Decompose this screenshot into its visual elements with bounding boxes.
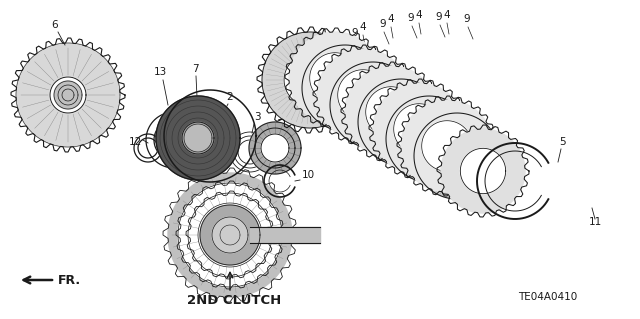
Text: 8: 8 (292, 45, 298, 55)
Text: 2: 2 (227, 92, 234, 102)
Polygon shape (386, 96, 472, 182)
Text: 2ND CLUTCH: 2ND CLUTCH (187, 293, 281, 307)
Polygon shape (441, 129, 525, 213)
Polygon shape (261, 134, 289, 162)
Polygon shape (289, 32, 381, 124)
Polygon shape (460, 148, 506, 194)
Text: 9: 9 (408, 13, 414, 23)
Polygon shape (345, 66, 437, 158)
Text: 11: 11 (588, 217, 602, 227)
Polygon shape (198, 203, 262, 267)
Text: FR.: FR. (58, 273, 81, 286)
Polygon shape (262, 32, 358, 128)
Polygon shape (50, 77, 86, 113)
Polygon shape (414, 113, 500, 199)
Text: 4: 4 (416, 10, 422, 20)
Polygon shape (250, 227, 320, 243)
Text: 4: 4 (444, 10, 451, 20)
Polygon shape (310, 53, 360, 103)
Polygon shape (373, 83, 465, 175)
Polygon shape (401, 100, 493, 192)
Polygon shape (178, 183, 282, 287)
Text: 9: 9 (464, 14, 470, 24)
Polygon shape (358, 79, 444, 165)
Polygon shape (54, 81, 82, 109)
Polygon shape (317, 49, 409, 141)
Polygon shape (422, 121, 472, 171)
Text: 3: 3 (253, 112, 260, 122)
Polygon shape (323, 66, 367, 110)
Text: 9: 9 (380, 19, 387, 29)
Polygon shape (188, 193, 272, 277)
Polygon shape (16, 43, 120, 147)
Polygon shape (168, 173, 292, 297)
Polygon shape (156, 96, 240, 180)
Polygon shape (394, 104, 444, 154)
Text: 13: 13 (154, 67, 166, 77)
Polygon shape (249, 122, 301, 174)
Text: TE04A0410: TE04A0410 (518, 292, 578, 302)
Text: 9: 9 (352, 28, 358, 38)
Polygon shape (338, 70, 388, 120)
Polygon shape (180, 185, 280, 285)
Text: 9: 9 (436, 12, 442, 22)
Polygon shape (302, 45, 388, 131)
Polygon shape (406, 117, 451, 161)
Text: 10: 10 (302, 170, 315, 180)
Text: 4: 4 (388, 14, 394, 24)
Polygon shape (435, 134, 479, 178)
Polygon shape (184, 124, 212, 152)
Text: 7: 7 (192, 64, 198, 74)
Text: 1: 1 (276, 112, 284, 122)
Text: 12: 12 (129, 137, 141, 147)
Text: 4: 4 (360, 22, 366, 32)
Polygon shape (212, 217, 248, 253)
Text: 4: 4 (332, 34, 339, 44)
Polygon shape (365, 87, 416, 137)
Polygon shape (284, 54, 336, 106)
Polygon shape (379, 100, 424, 145)
Polygon shape (182, 122, 214, 154)
Text: 6: 6 (52, 20, 58, 30)
Polygon shape (200, 205, 260, 265)
Polygon shape (351, 83, 396, 127)
Text: 5: 5 (560, 137, 566, 147)
Polygon shape (190, 195, 270, 275)
Polygon shape (330, 62, 416, 148)
